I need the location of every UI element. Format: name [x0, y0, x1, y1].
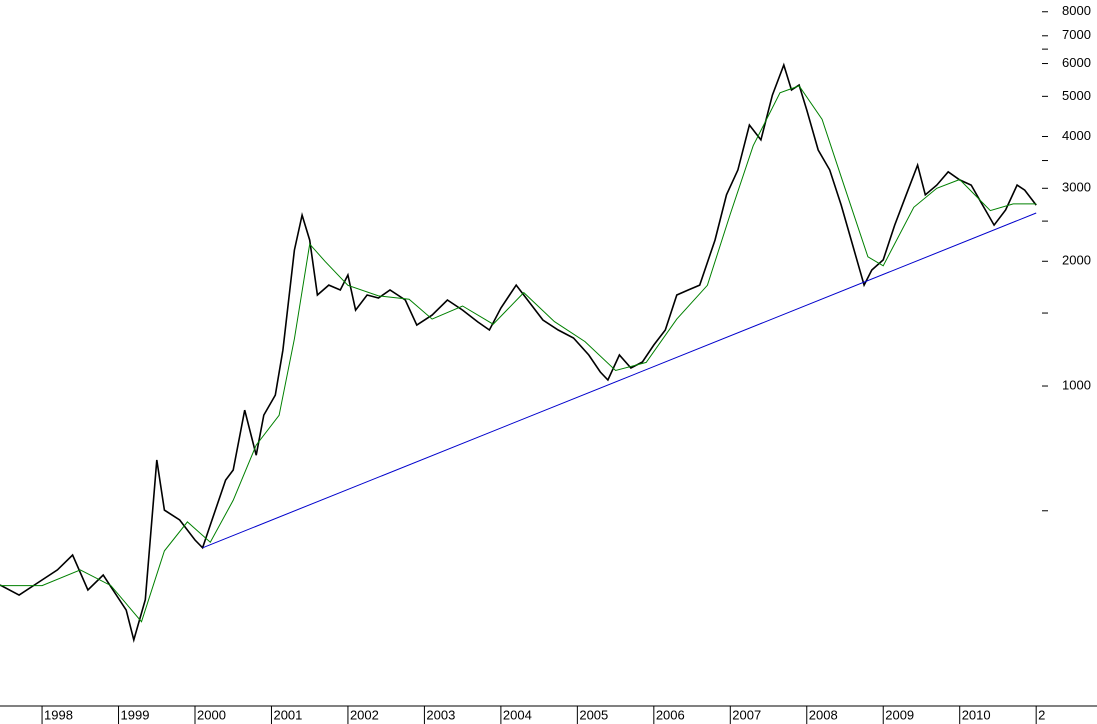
- x-tick-label: 2008: [809, 707, 838, 722]
- y-tick-label: 1000: [1062, 377, 1091, 392]
- y-tick-label: 4000: [1062, 128, 1091, 143]
- x-tick-label: 1998: [44, 707, 73, 722]
- x-tick-label: 2010: [962, 707, 991, 722]
- series-line: [0, 62, 1037, 643]
- x-tick-label: 2001: [273, 707, 302, 722]
- y-tick-label: 2000: [1062, 253, 1091, 268]
- x-tick-label: 2006: [656, 707, 685, 722]
- x-tick-label: 2007: [732, 707, 761, 722]
- x-tick-label: 1999: [121, 707, 150, 722]
- x-tick-label: 2004: [503, 707, 532, 722]
- y-tick-label: 8000: [1062, 3, 1091, 18]
- y-tick-label: 5000: [1062, 88, 1091, 103]
- series-line: [202, 212, 1037, 549]
- x-tick-label: 2005: [579, 707, 608, 722]
- x-tick-label: 2000: [197, 707, 226, 722]
- y-tick-label: 7000: [1062, 27, 1091, 42]
- x-tick-label: 2002: [350, 707, 379, 722]
- x-tick-label: 2003: [426, 707, 455, 722]
- series-line: [0, 85, 1037, 623]
- y-tick-label: 3000: [1062, 180, 1091, 195]
- x-tick-label: 2: [1038, 707, 1045, 722]
- y-tick-label: 6000: [1062, 55, 1091, 70]
- x-tick-label: 2009: [885, 707, 914, 722]
